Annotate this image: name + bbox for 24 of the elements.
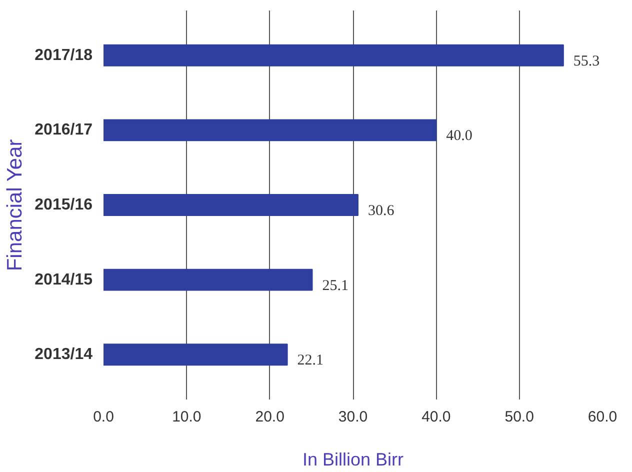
y-tick-label: 2017/18 bbox=[34, 46, 93, 64]
data-label: 22.1 bbox=[297, 352, 324, 369]
bar bbox=[104, 44, 564, 66]
bar bbox=[104, 344, 288, 366]
bar bbox=[104, 268, 313, 291]
x-tick-label: 60.0 bbox=[588, 408, 618, 426]
x-tick-label: 50.0 bbox=[504, 408, 534, 426]
y-tick-label: 2015/16 bbox=[34, 196, 93, 214]
data-label: 30.6 bbox=[368, 203, 395, 219]
data-label: 55.3 bbox=[573, 53, 600, 70]
data-label: 40.0 bbox=[446, 128, 472, 144]
x-tick-label: 10.0 bbox=[172, 408, 202, 426]
x-tick-label: 0.0 bbox=[93, 408, 114, 426]
y-tick-label: 2014/15 bbox=[34, 271, 93, 288]
x-tick-label: 40.0 bbox=[422, 408, 451, 426]
y-tick-label: 2013/14 bbox=[34, 346, 93, 364]
x-axis-title: In Billion Birr bbox=[302, 450, 404, 470]
bar bbox=[104, 119, 437, 142]
bar bbox=[104, 194, 358, 216]
y-tick-label: 2016/17 bbox=[34, 122, 93, 139]
y-axis-title: Financial Year bbox=[4, 139, 27, 272]
data-label: 25.1 bbox=[322, 278, 348, 294]
x-tick-label: 20.0 bbox=[255, 408, 284, 426]
x-tick-label: 30.0 bbox=[338, 408, 368, 426]
